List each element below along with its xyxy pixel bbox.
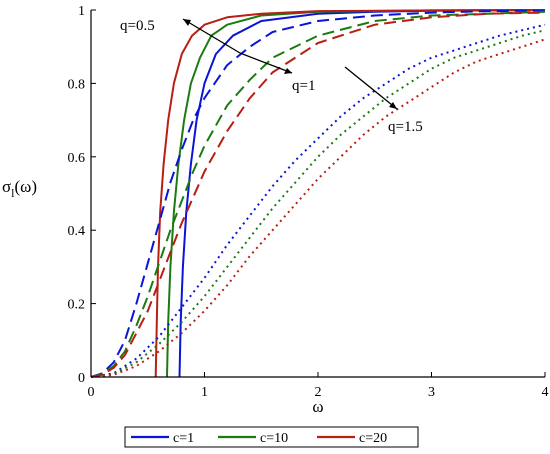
annotation-q15-arrowhead: [389, 102, 397, 109]
series-c10-q15: [90, 29, 546, 378]
x-tick-label: 4: [542, 385, 549, 400]
series-c20-q05: [154, 9, 546, 378]
y-axis-label-sub: l: [11, 186, 15, 200]
x-tick-label: 3: [428, 385, 435, 400]
legend-entry-c10: c=10: [218, 431, 288, 446]
series-c1-q1: [90, 9, 546, 378]
annotation-q15-label: q=1.5: [388, 119, 423, 135]
annotation-q05-label: q=0.5: [120, 18, 155, 34]
series-c20-q15: [90, 38, 546, 378]
series-group: [90, 9, 546, 378]
y-tick-label: 0.8: [68, 77, 86, 92]
y-axis-label-rest: (ω): [15, 177, 38, 196]
series-c10-q1: [90, 10, 546, 378]
series-c20-q1: [90, 11, 546, 378]
legend-entry-c20: c=20: [317, 431, 387, 446]
annotation-q05: q=0.5: [120, 18, 241, 54]
y-tick-label: 0.6: [68, 151, 86, 166]
x-tick-label: 0: [88, 385, 95, 400]
y-tick-label: 0.4: [68, 224, 86, 239]
x-axis-label: ω: [312, 397, 323, 416]
x-tick-label: 1: [201, 385, 208, 400]
series-c1-q15: [90, 23, 546, 378]
y-tick-label: 1: [78, 4, 85, 19]
annotation-q05-arrowhead-top: [183, 19, 191, 26]
y-tick-label: 0: [78, 371, 85, 386]
annotation-q1-arrowhead: [284, 68, 292, 74]
x-tick-label: 2: [315, 385, 322, 400]
legend-entry-c1: c=1: [131, 431, 194, 446]
axes: 0 1 2 3 4 0 0.2 0.4 0.6 0.8 1: [68, 4, 549, 400]
annotation-q15: q=1.5: [344, 66, 423, 135]
series-c1-q05: [178, 9, 546, 378]
annotation-q05-arrow: [182, 18, 241, 54]
legend-label-c20: c=20: [359, 431, 387, 446]
annotation-q1-arrow: [239, 52, 293, 74]
legend-label-c1: c=1: [173, 431, 194, 446]
series-c10-q05: [166, 9, 546, 378]
annotation-q1: q=1: [239, 52, 315, 94]
y-axis-label: σl(ω): [2, 177, 37, 200]
annotation-q15-arrow: [344, 66, 398, 110]
y-tick-label: 0.2: [68, 298, 86, 313]
y-axis-label-main: σ: [2, 177, 11, 196]
legend: c=1 c=10 c=20: [124, 426, 419, 448]
legend-label-c10: c=10: [260, 431, 288, 446]
legend-frame: [124, 426, 419, 448]
annotation-q1-label: q=1: [292, 78, 315, 94]
